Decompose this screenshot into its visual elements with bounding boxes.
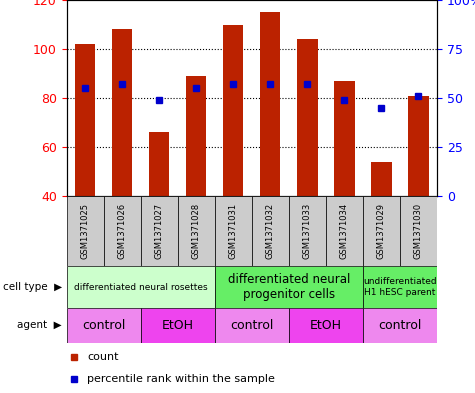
- Bar: [289, 308, 363, 343]
- Text: GSM1371027: GSM1371027: [155, 203, 163, 259]
- Text: agent  ▶: agent ▶: [17, 321, 62, 331]
- Bar: [66, 308, 141, 343]
- Text: cell type  ▶: cell type ▶: [3, 282, 62, 292]
- Bar: [141, 196, 178, 266]
- Text: differentiated neural
progenitor cells: differentiated neural progenitor cells: [228, 273, 350, 301]
- Bar: [66, 266, 215, 308]
- Text: GSM1371030: GSM1371030: [414, 203, 423, 259]
- Bar: [326, 196, 363, 266]
- Bar: [334, 81, 354, 196]
- Bar: [186, 76, 206, 196]
- Bar: [223, 24, 243, 196]
- Text: GSM1371026: GSM1371026: [118, 203, 126, 259]
- Bar: [371, 162, 391, 196]
- Text: EtOH: EtOH: [162, 319, 194, 332]
- Bar: [104, 196, 141, 266]
- Text: control: control: [230, 319, 274, 332]
- Text: GSM1371033: GSM1371033: [303, 203, 312, 259]
- Bar: [66, 196, 104, 266]
- Bar: [363, 266, 437, 308]
- Text: GSM1371029: GSM1371029: [377, 203, 386, 259]
- Bar: [260, 12, 280, 196]
- Bar: [408, 95, 428, 196]
- Text: control: control: [378, 319, 422, 332]
- Text: control: control: [82, 319, 125, 332]
- Bar: [215, 308, 289, 343]
- Bar: [363, 308, 437, 343]
- Bar: [400, 196, 437, 266]
- Bar: [178, 196, 215, 266]
- Bar: [297, 39, 317, 196]
- Bar: [252, 196, 289, 266]
- Text: GSM1371028: GSM1371028: [192, 203, 200, 259]
- Text: GSM1371034: GSM1371034: [340, 203, 349, 259]
- Bar: [215, 266, 363, 308]
- Text: GSM1371032: GSM1371032: [266, 203, 275, 259]
- Text: differentiated neural rosettes: differentiated neural rosettes: [74, 283, 208, 292]
- Bar: [215, 196, 252, 266]
- Bar: [112, 29, 132, 196]
- Text: percentile rank within the sample: percentile rank within the sample: [87, 374, 275, 384]
- Text: EtOH: EtOH: [310, 319, 342, 332]
- Bar: [141, 308, 215, 343]
- Text: GSM1371025: GSM1371025: [81, 203, 89, 259]
- Text: undifferentiated
H1 hESC parent: undifferentiated H1 hESC parent: [363, 277, 437, 297]
- Bar: [363, 196, 400, 266]
- Bar: [289, 196, 326, 266]
- Text: GSM1371031: GSM1371031: [229, 203, 238, 259]
- Bar: [75, 44, 95, 196]
- Bar: [149, 132, 169, 196]
- Text: count: count: [87, 352, 118, 362]
